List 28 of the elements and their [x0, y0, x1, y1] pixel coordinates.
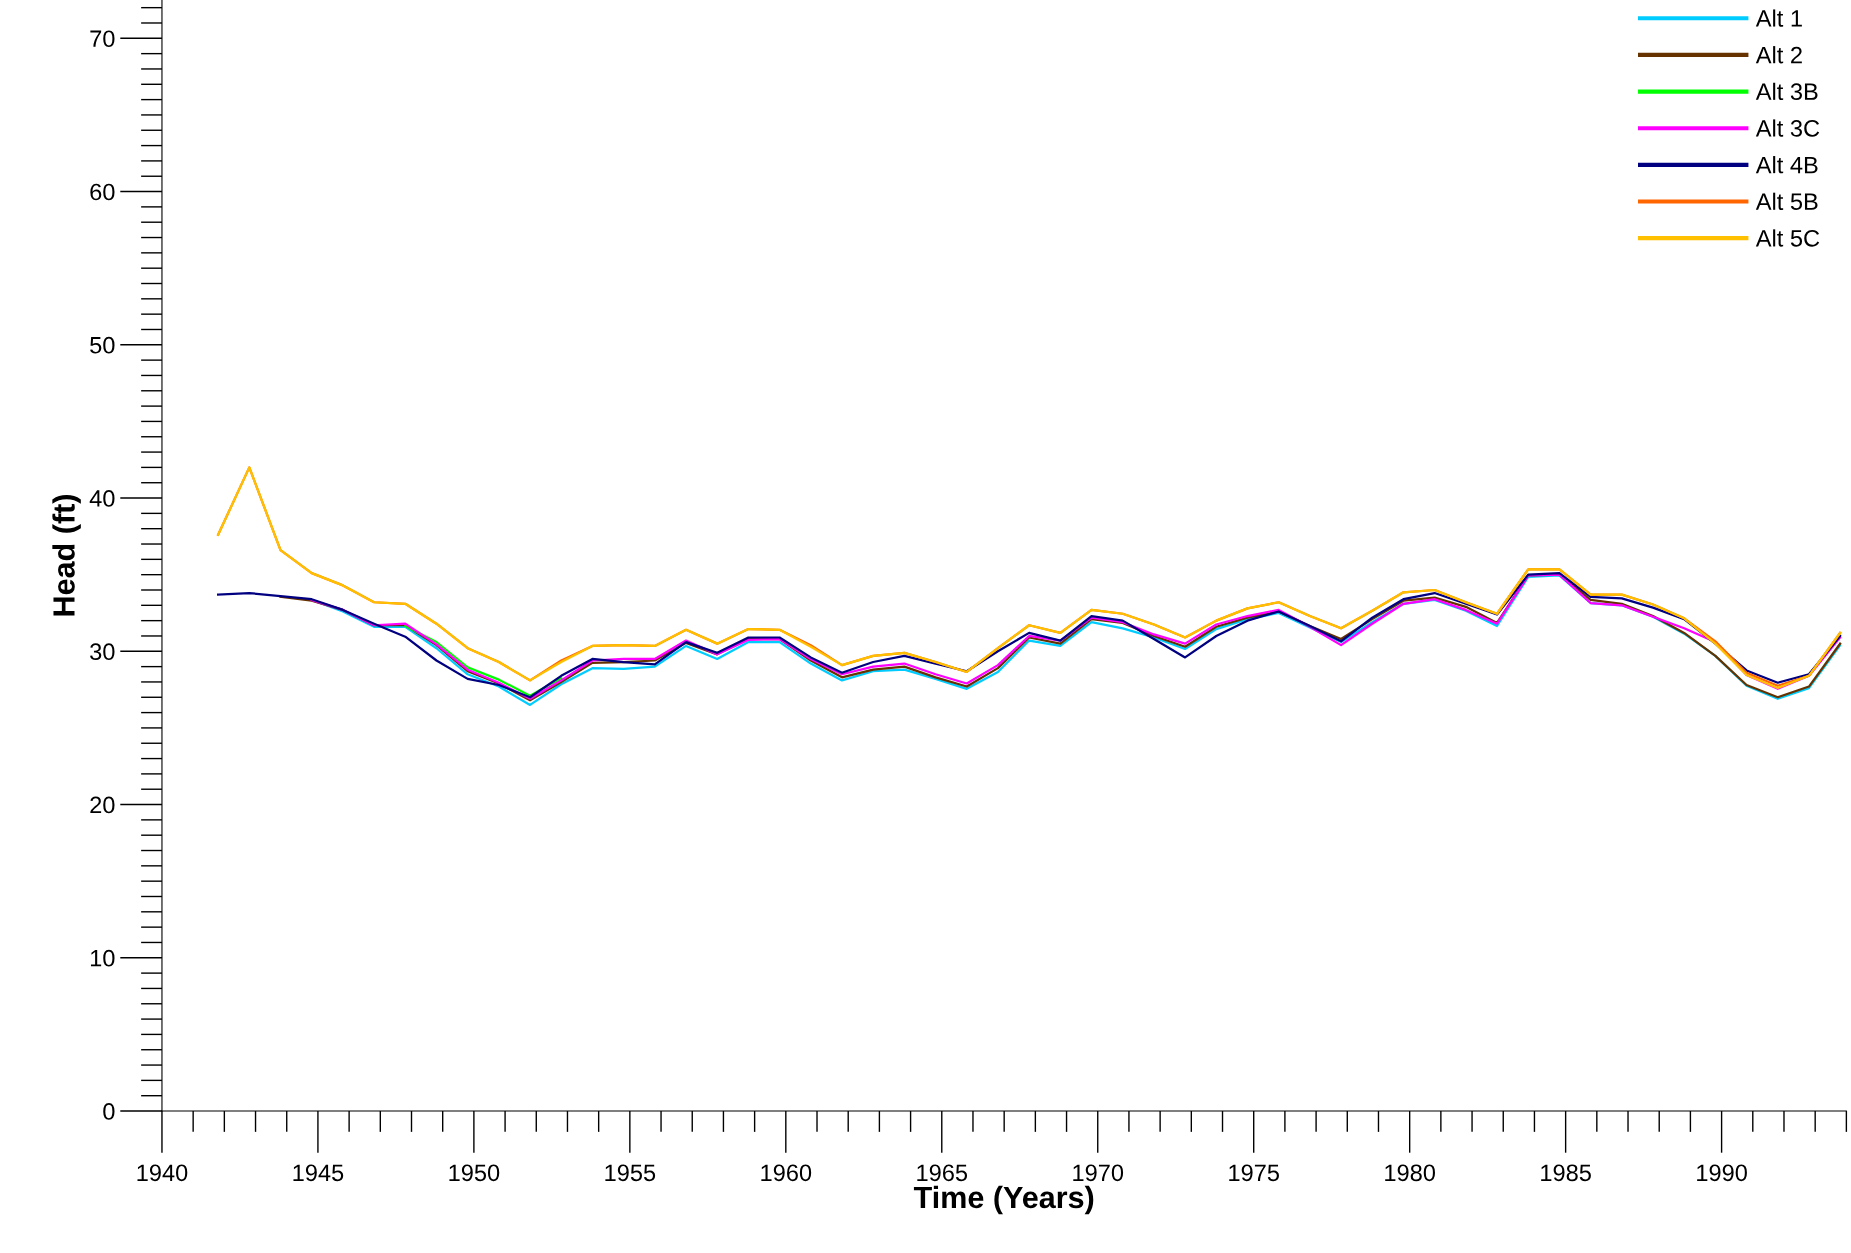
x-tick-label: 1990 [1697, 1164, 1747, 1182]
legend-label: Alt 3B [1755, 82, 1818, 101]
y-tick-label: 20 [90, 796, 115, 814]
y-axis-title: Head (ft) [52, 495, 81, 616]
legend-label: Alt 4B [1755, 156, 1818, 174]
x-tick-label: 1960 [761, 1164, 812, 1182]
legend-label: Alt 5C [1755, 229, 1820, 247]
x-tick-label: 1980 [1385, 1164, 1436, 1182]
x-tick-label: 1945 [293, 1164, 344, 1182]
x-tick-label: 1970 [1073, 1164, 1124, 1182]
legend-label: Alt 2 [1755, 46, 1802, 64]
x-tick-label: 1950 [449, 1164, 500, 1182]
x-tick-label: 1955 [605, 1164, 656, 1182]
legend-label: Alt 5B [1755, 192, 1818, 211]
y-tick-label: 10 [90, 949, 115, 967]
y-tick-label: 70 [90, 30, 115, 48]
y-tick-label: 40 [89, 490, 115, 507]
y-tick-label: 30 [90, 643, 115, 661]
y-tick-label: 0 [103, 1103, 115, 1120]
x-tick-label: 1975 [1229, 1164, 1279, 1182]
y-tick-label: 60 [90, 183, 115, 201]
y-tick-label: 50 [90, 336, 115, 354]
x-tick-label: 1940 [137, 1164, 188, 1182]
legend-label: Alt 1 [1755, 9, 1802, 27]
x-axis-title: Time (Years) [913, 1185, 1094, 1215]
legend-label: Alt 3C [1755, 119, 1820, 137]
x-tick-label: 1985 [1541, 1164, 1591, 1182]
x-tick-label: 1965 [917, 1164, 968, 1182]
